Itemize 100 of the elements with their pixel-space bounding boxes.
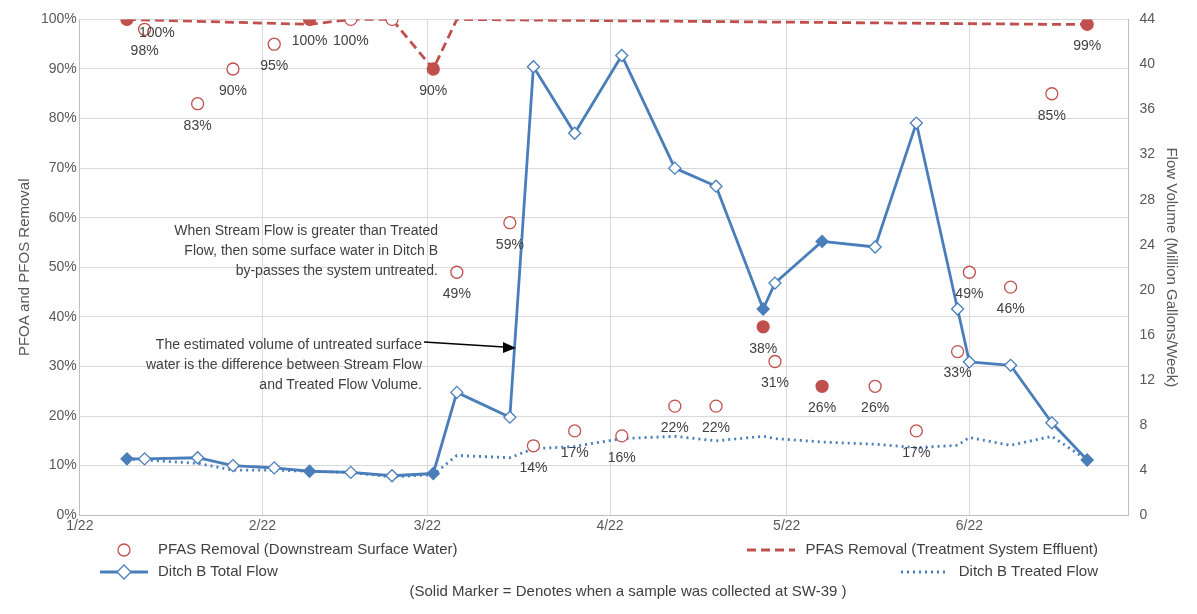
point [709,179,723,193]
y2-tick-label: 0 [1139,506,1148,523]
y-tick-label: 50% [48,258,77,275]
data-label: 83% [183,116,212,133]
data-label: 98% [130,42,159,59]
point [568,424,582,438]
point [385,469,399,483]
point [137,452,152,466]
data-label: 33% [943,364,972,381]
point [190,97,205,111]
point [503,410,517,424]
y-tick-label: 20% [48,406,77,423]
y2-tick-label: 28 [1139,190,1156,207]
x-tick-label: 6/22 [955,517,984,534]
point [962,355,977,369]
data-label: 100% [138,24,175,41]
data-label: 17% [560,443,589,460]
y-tick-label: 90% [48,59,77,76]
point [909,116,923,130]
y2-tick-label: 40 [1139,55,1156,72]
point [756,320,770,334]
point [503,216,517,230]
point [668,399,682,413]
legend-label: Ditch B Treated Flow [958,562,1098,579]
point [868,240,882,254]
point [267,461,281,475]
point [950,302,965,316]
point [526,439,541,453]
point [615,429,629,443]
y-tick-label: 80% [48,109,77,126]
legend-label: PFAS Removal (Treatment System Effluent) [805,540,1098,557]
data-label: 26% [861,399,890,416]
point [1080,19,1094,32]
point [709,399,723,413]
y2-tick-label: 36 [1139,100,1156,117]
data-label: 31% [760,374,789,391]
y-tick-label: 60% [48,208,77,225]
y-tick-label: 100% [40,10,77,27]
y2-tick-label: 4 [1139,460,1148,477]
x-tick-label: 2/22 [248,517,277,534]
y2-tick-label: 44 [1139,10,1156,27]
data-label: 49% [955,285,984,302]
point [426,62,440,76]
point [615,48,629,63]
y-tick-label: 30% [48,357,77,374]
point [450,385,464,400]
legend-label: PFAS Removal (Downstream Surface Water) [158,540,458,557]
data-label: 100% [332,32,369,49]
y2-tick-label: 20 [1139,280,1156,297]
y2-tick-label: 8 [1139,415,1148,432]
text: (Solid Marker = Denotes when a sample was collected at SW-39 ) [408,582,848,599]
point [344,465,358,480]
point [768,354,782,369]
point [190,451,205,465]
data-label: 22% [702,418,731,435]
point [120,452,134,466]
data-label: 49% [442,285,471,302]
point [450,265,464,279]
annotation: When Stream Flow is greater than Treated Flow, then some surface water in Ditch B by-passes the system untreated. [173,221,438,280]
y2-tick-label: 24 [1139,235,1156,252]
data-label: 90% [419,81,448,98]
point [909,424,923,438]
y-axis-title: PFOA and PFOS Removal [15,178,33,357]
point [1045,87,1059,101]
y-tick-label: 40% [48,307,77,324]
point [1080,453,1094,467]
data-label: 22% [660,418,689,435]
point [568,126,582,140]
data-label: 16% [607,448,636,465]
y2-tick-label: 12 [1139,370,1156,387]
point [526,60,541,74]
data-label: 99% [1073,37,1102,54]
point [868,379,882,393]
y2-tick-label: 32 [1139,145,1156,162]
point [1045,416,1059,430]
data-label: 14% [519,458,548,475]
point [950,344,965,359]
point [1003,358,1018,372]
data-label: 100% [291,32,328,49]
data-label: 95% [260,57,289,74]
x-tick-label: 3/22 [413,517,442,534]
point [815,379,829,393]
y2-axis-title: Flow Volume (Million Gallons/Week) [1163,147,1181,388]
point [1003,280,1018,294]
data-label: 46% [996,299,1025,316]
point [756,302,770,316]
point [226,62,240,76]
x-tick-label: 5/22 [773,517,801,534]
legend-label: Ditch B Total Flow [158,562,278,579]
data-label: 85% [1037,106,1066,123]
point [226,458,240,473]
data-label: 90% [218,81,247,98]
data-label: 26% [808,399,837,416]
y-tick-label: 70% [48,159,77,175]
point [426,466,440,481]
y2-tick-label: 16 [1139,325,1156,342]
point [668,161,682,175]
point [302,464,317,478]
data-label: 17% [902,443,931,460]
point [815,234,829,249]
